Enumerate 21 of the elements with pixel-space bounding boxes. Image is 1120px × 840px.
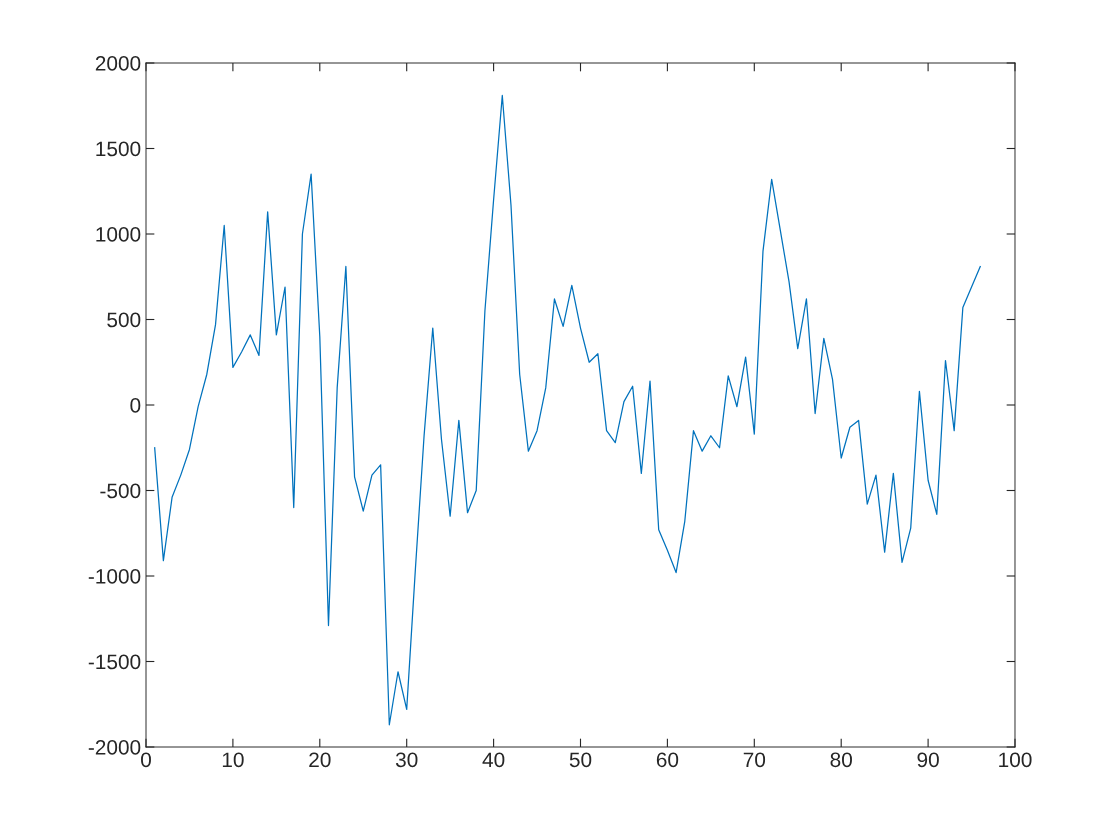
x-tick-label: 50: [569, 752, 592, 768]
x-tick-label: 90: [917, 752, 939, 768]
x-tick-label: 10: [222, 752, 244, 768]
y-tick-label: 1000: [96, 227, 141, 242]
y-tick-label: 500: [107, 312, 141, 328]
line-series: [154, 94, 981, 726]
y-tick-label: -1500: [88, 654, 141, 670]
y-tick-label: -1000: [88, 569, 141, 584]
y-tick-label: -2000: [88, 740, 141, 755]
y-tick-label: 1500: [96, 141, 141, 157]
x-tick-label: 60: [656, 752, 679, 768]
y-tick-label: 0: [130, 398, 141, 413]
y-tick-label: 2000: [95, 56, 141, 71]
x-tick-label: 30: [395, 752, 418, 768]
x-tick-label: 40: [482, 752, 505, 768]
x-tick-label: 0: [141, 752, 151, 768]
x-tick-label: 100: [999, 752, 1032, 768]
x-tick-label: 70: [743, 752, 766, 768]
x-tick-label: 20: [309, 752, 331, 768]
x-tick-label: 80: [830, 752, 852, 768]
y-tick-label: -500: [100, 483, 141, 499]
